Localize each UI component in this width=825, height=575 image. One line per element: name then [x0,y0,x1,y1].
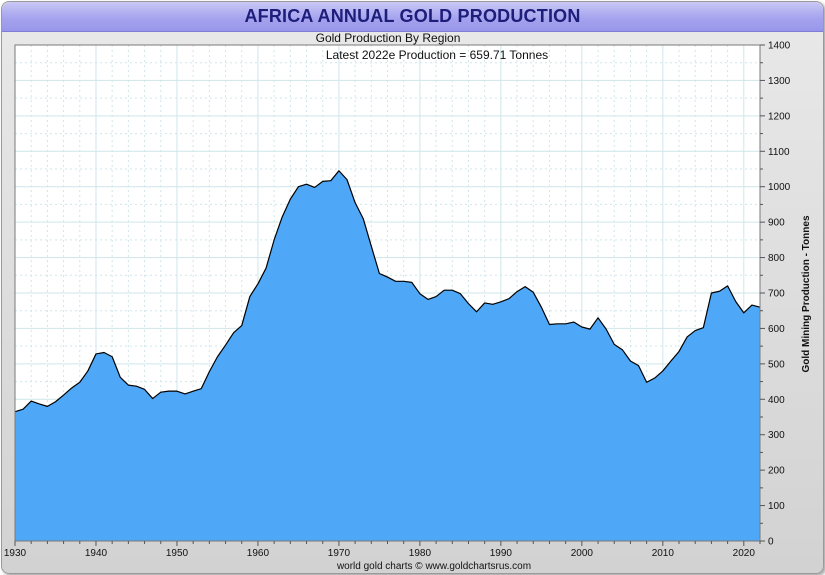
title-bar: AFRICA ANNUAL GOLD PRODUCTION [2,2,823,32]
x-tick-label: 1940 [85,548,108,559]
y-tick-label: 800 [768,253,785,264]
y-tick-label: 1100 [768,147,790,158]
y-tick-label: 400 [768,395,785,406]
y-tick-label: 700 [768,289,785,300]
y-tick-label: 1000 [768,182,791,193]
y-tick-label: 600 [768,324,785,335]
y-tick-label: 1300 [768,76,791,87]
y-tick-label: 1200 [768,111,791,122]
y-tick-label: 900 [768,218,785,229]
x-tick-label: 1930 [4,548,27,559]
series-area-africa [15,170,760,541]
y-tick-label: 300 [768,430,785,441]
y-tick-label: 200 [768,466,785,477]
y-tick-label: 500 [768,359,785,370]
x-tick-label: 1960 [247,548,270,559]
x-tick-label: 1950 [166,548,189,559]
latest-annotation: Latest 2022e Production = 659.71 Tonnes [326,48,548,62]
chart-title: AFRICA ANNUAL GOLD PRODUCTION [244,6,581,26]
x-tick-label: 1990 [490,548,513,559]
y-tick-label: 0 [768,537,774,548]
x-tick-label: 1970 [328,548,351,559]
chart-subtitle: Gold Production By Region [316,31,461,45]
footer-credit: world gold charts © www.goldchartsrus.co… [336,561,531,572]
x-tick-label: 1980 [409,548,432,559]
series-line-africa [14,170,761,413]
y-axis-label: Gold Mining Production - Tonnes [801,215,812,372]
x-tick-label: 2020 [733,548,756,559]
x-tick-label: 2000 [571,548,594,559]
x-tick-label: 2010 [652,548,675,559]
axis-ticks: 0 100 200 300 400 500 600 700 800 900 1000 1100 1200… [4,41,791,560]
y-tick-label: 1400 [768,41,791,52]
y-tick-label: 100 [768,501,785,512]
